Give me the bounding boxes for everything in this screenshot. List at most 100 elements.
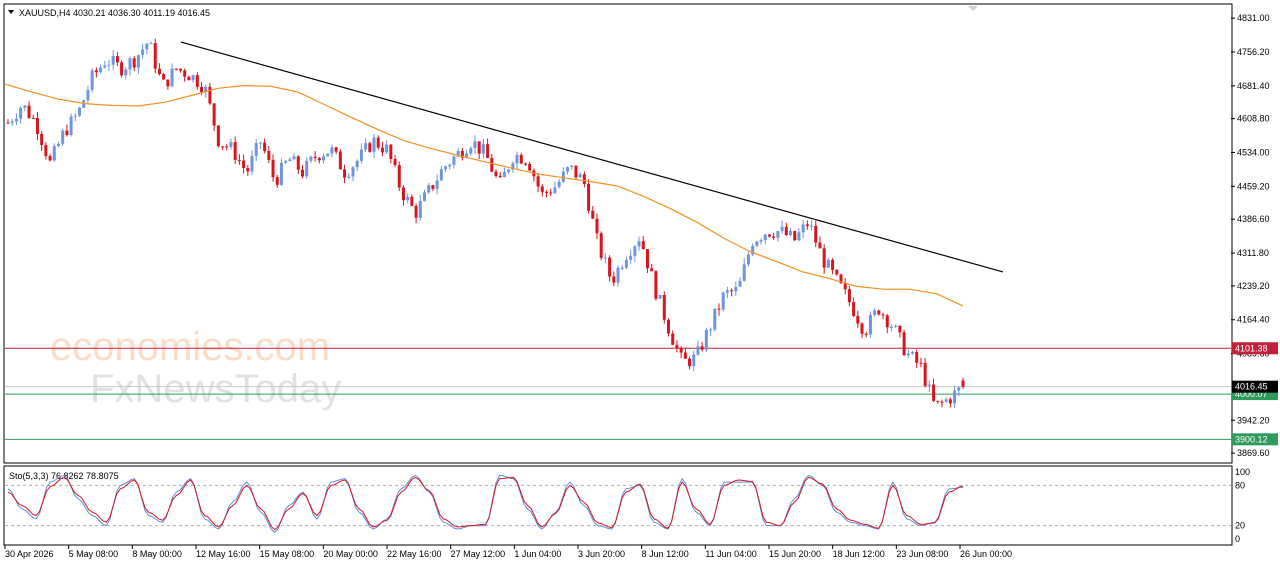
candle-body [448, 164, 452, 167]
candle-body [292, 156, 296, 160]
candle-body [48, 156, 52, 161]
candle-body [847, 289, 851, 303]
candle-body [835, 269, 839, 275]
candle-body [641, 241, 645, 250]
candle-body [271, 159, 275, 178]
candle-body [780, 226, 784, 232]
candle-body [696, 346, 700, 355]
candle-body [919, 362, 923, 364]
price-tick-label: 4311.80 [1237, 248, 1269, 258]
candle-body [115, 56, 119, 63]
descending-trendline [180, 41, 1004, 273]
candle-body [490, 157, 494, 172]
candle-body [742, 264, 746, 281]
candle-body [136, 55, 140, 68]
price-tick-label: 3869.60 [1237, 448, 1270, 458]
candle-body [473, 141, 477, 149]
level-tag [1232, 342, 1278, 355]
horizontal-levels [5, 347, 1231, 440]
candle-body [157, 68, 161, 75]
stoch-signal-line [7, 476, 964, 531]
candle-body [667, 319, 671, 334]
candle-body [662, 294, 666, 320]
price-tick-label: 4681.40 [1237, 81, 1270, 91]
time-tick-label: 27 May 12:00 [451, 549, 506, 559]
price-tick-label: 3942.20 [1237, 415, 1270, 425]
stoch-scale-label: 20 [1235, 521, 1245, 531]
candle-body [784, 226, 788, 236]
candle-body [481, 144, 485, 154]
candle-body [511, 163, 515, 170]
candle-body [456, 150, 460, 157]
candle-body [751, 245, 755, 255]
candle-body [153, 43, 157, 69]
candle-body [317, 158, 321, 161]
candle-body [477, 141, 481, 154]
candle-body [94, 70, 98, 73]
candle-body [957, 387, 961, 391]
candle-body [599, 233, 603, 258]
candle-body [713, 308, 717, 330]
price-tick-label: 4608.80 [1237, 114, 1270, 124]
candle-body [233, 142, 237, 160]
candle-body [334, 147, 338, 152]
candle-body [469, 148, 473, 154]
time-tick-label: 3 Jun 20:00 [578, 549, 625, 559]
candle-body [561, 171, 565, 182]
candle-body [250, 155, 254, 172]
candle-body [149, 43, 153, 45]
candle-body [709, 329, 713, 331]
candle-body [906, 353, 910, 356]
candle-body [721, 292, 725, 310]
candle-body [166, 79, 170, 87]
candle-body [431, 185, 435, 189]
candle-body [418, 200, 422, 218]
candle-body [675, 344, 679, 349]
candle-body [683, 352, 687, 359]
candle-body [793, 231, 797, 241]
level-label: 4101.38 [1235, 343, 1268, 353]
candle-body [498, 175, 502, 178]
candle-body [187, 76, 191, 81]
candle-body [805, 224, 809, 227]
candle-body [355, 160, 359, 168]
candle-body [343, 169, 347, 178]
candle-body [763, 234, 767, 241]
candle-body [528, 163, 532, 171]
candle-body [183, 70, 187, 77]
candle-body [772, 236, 776, 238]
candle-body [566, 167, 570, 172]
dropdown-triangle-icon[interactable] [8, 10, 14, 14]
candle-body [309, 156, 313, 161]
moving-average-line [4, 83, 964, 307]
candle-body [389, 144, 393, 159]
candle-body [225, 146, 229, 148]
price-tick-label: 4164.40 [1237, 315, 1270, 325]
candle-body [578, 174, 582, 178]
candle-body [873, 310, 877, 315]
candle-body [574, 165, 578, 178]
candle-body [288, 159, 292, 162]
candle-body [221, 146, 225, 148]
candle-body [376, 137, 380, 148]
candle-body [99, 67, 103, 73]
indicator-panel-frame [3, 465, 1233, 546]
candle-body [56, 143, 60, 147]
candle-body [347, 176, 351, 178]
candle-body [322, 156, 326, 161]
candle-body [128, 58, 132, 70]
watermark-economies: economies.com [50, 325, 330, 369]
candle-body [460, 150, 464, 158]
candle-body [69, 116, 73, 136]
candle-body [40, 133, 44, 145]
candle-body [103, 65, 107, 68]
candle-body [679, 348, 683, 353]
candle-body [953, 390, 957, 404]
candle-body [801, 224, 805, 233]
candle-body [200, 86, 204, 92]
candle-body [587, 184, 591, 211]
candle-body [330, 147, 334, 154]
shift-marker-icon[interactable] [968, 6, 978, 11]
